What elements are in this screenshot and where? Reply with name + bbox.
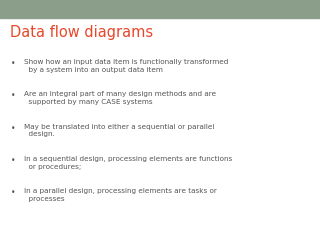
- Text: •: •: [11, 188, 16, 197]
- Text: •: •: [11, 124, 16, 132]
- Text: Show how an input data item is functionally transformed
  by a system into an ou: Show how an input data item is functiona…: [24, 59, 228, 72]
- Text: In a sequential design, processing elements are functions
  or procedures;: In a sequential design, processing eleme…: [24, 156, 232, 170]
- Text: In a parallel design, processing elements are tasks or
  processes: In a parallel design, processing element…: [24, 188, 217, 202]
- Text: Data flow diagrams: Data flow diagrams: [10, 25, 153, 40]
- Bar: [0, 0, 320, 18]
- Text: •: •: [11, 59, 16, 68]
- Text: May be translated into either a sequential or parallel
  design.: May be translated into either a sequenti…: [24, 124, 214, 137]
- Text: •: •: [11, 156, 16, 165]
- Text: •: •: [11, 91, 16, 100]
- Text: Are an integral part of many design methods and are
  supported by many CASE sys: Are an integral part of many design meth…: [24, 91, 216, 105]
